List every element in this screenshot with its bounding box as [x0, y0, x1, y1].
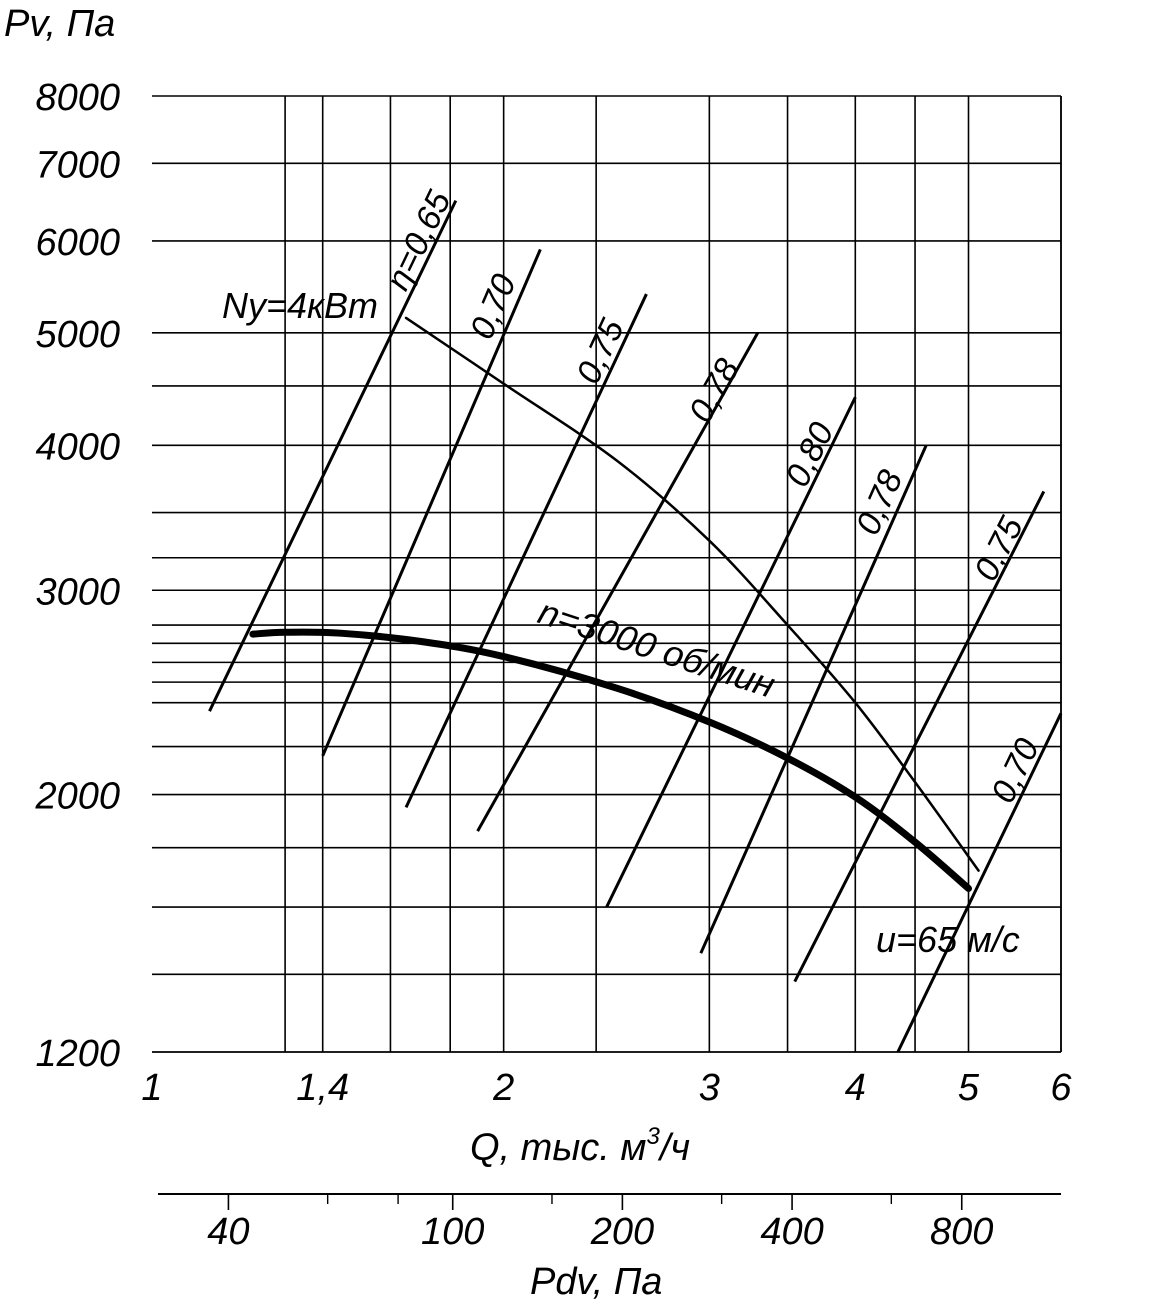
y-axis-title: Pv, Па: [4, 3, 115, 45]
power-curve-label: Ny=4кВт: [222, 285, 378, 326]
x-tick-label: 5: [958, 1067, 980, 1109]
secondary-tick-label: 400: [760, 1211, 823, 1253]
x-tick-label: 3: [699, 1067, 720, 1109]
secondary-axis: 40 100 200 400 800: [158, 1193, 1061, 1253]
secondary-tick-label: 40: [207, 1211, 249, 1253]
efficiency-line: [699, 444, 928, 954]
secondary-tick-label: 800: [930, 1211, 993, 1253]
y-tick-label: 4000: [35, 426, 120, 468]
grid: [152, 95, 1062, 1053]
y-tick-label: 7000: [35, 144, 120, 186]
efficiency-line: [208, 199, 458, 712]
secondary-tick-label: 100: [421, 1211, 484, 1253]
performance-curves: [249, 316, 980, 892]
efficiency-line: [605, 396, 857, 908]
x-tick-label: 2: [492, 1067, 514, 1109]
speed-curve-label: n=3000 об/мин: [534, 591, 781, 706]
secondary-tick-label: 200: [590, 1211, 654, 1253]
x-tick-label: 6: [1050, 1067, 1072, 1109]
efficiency-label: 0,75: [967, 511, 1031, 587]
y-tick-label: 1200: [35, 1033, 120, 1075]
efficiency-line: [896, 712, 1063, 1053]
performance-curve: [404, 316, 980, 872]
efficiency-line: [404, 293, 648, 808]
efficiency-line: [793, 490, 1046, 983]
efficiency-line: [321, 248, 542, 757]
performance-curve: [249, 628, 973, 892]
y-tick-label: 6000: [35, 222, 120, 264]
efficiency-line: [476, 332, 760, 832]
y-tick-label: 2000: [34, 776, 120, 818]
axis-tick-labels: 1 1,4 2 3 4 5 6 8000 7000 6000 5000 4000 3000 2000 120…: [34, 77, 1072, 1109]
efficiency-label: 0,75: [569, 313, 632, 389]
x-axis-title: Q, тыс. м3/ч: [470, 1123, 690, 1169]
tip-speed-label: u=65 м/с: [876, 919, 1020, 960]
y-tick-label: 8000: [35, 77, 120, 119]
x-tick-label: 1,4: [296, 1067, 349, 1109]
y-tick-label: 5000: [35, 314, 120, 356]
secondary-axis-title: Pdv, Па: [530, 1261, 662, 1303]
x-tick-label: 1: [141, 1067, 162, 1109]
y-tick-label: 3000: [35, 571, 120, 613]
efficiency-label: 0,70: [984, 733, 1047, 809]
efficiency-label: 0,78: [682, 352, 748, 428]
x-tick-label: 4: [845, 1067, 866, 1109]
